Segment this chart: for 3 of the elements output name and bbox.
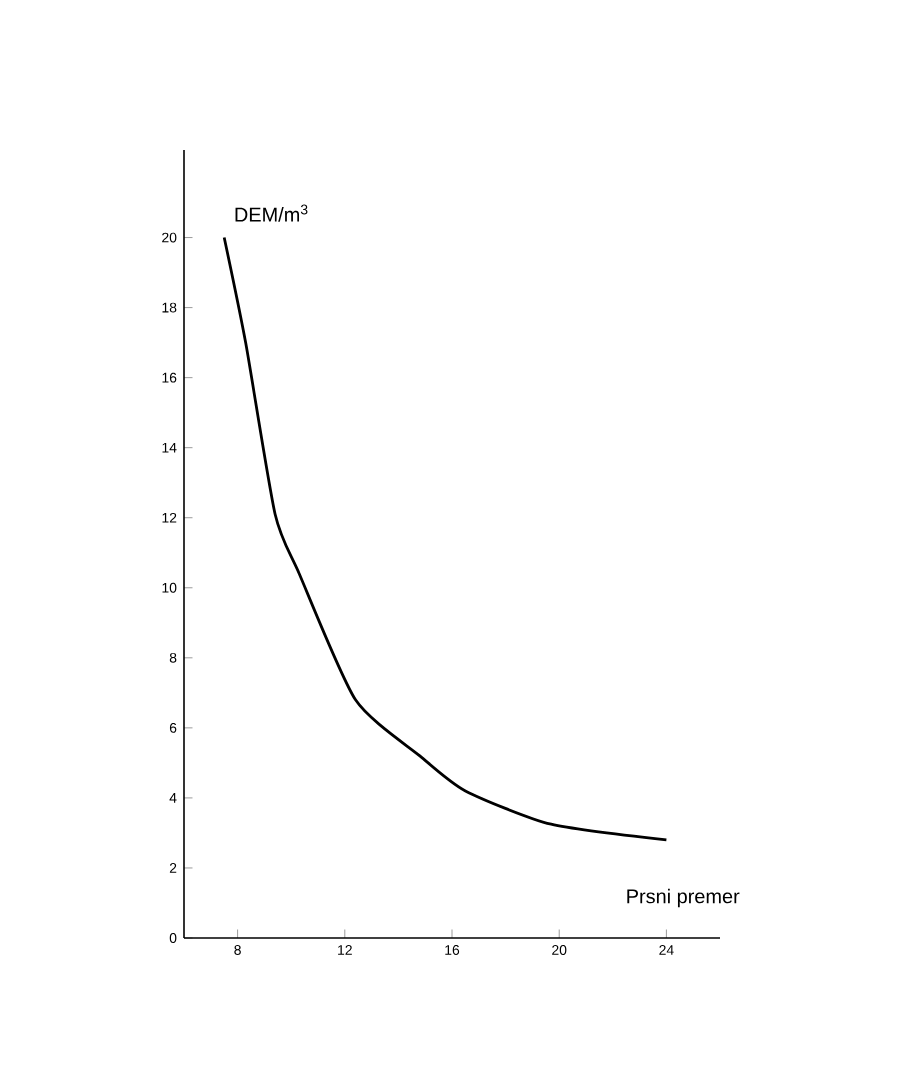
line-series <box>222 236 668 842</box>
y-axis-title: DEM/m$^{3}$ <box>235 204 308 222</box>
x-axis-title: Prsni premer <box>627 888 740 908</box>
